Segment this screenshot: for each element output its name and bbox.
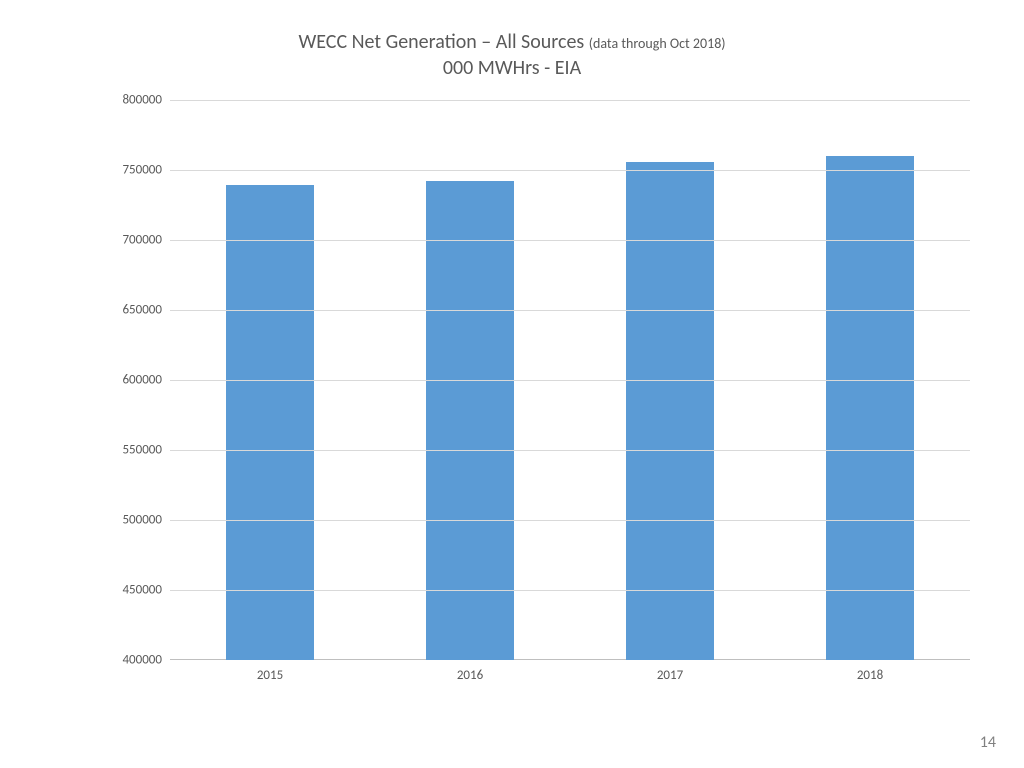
x-tick-label: 2017 [657, 668, 683, 683]
gridline [170, 310, 970, 311]
slide: WECC Net Generation – All Sources (data … [0, 0, 1024, 768]
y-tick-label: 750000 [107, 163, 162, 178]
bar [426, 181, 514, 660]
y-tick-label: 800000 [107, 93, 162, 108]
chart-title-block: WECC Net Generation – All Sources (data … [0, 0, 1024, 80]
chart-title-main: WECC Net Generation – All Sources [298, 30, 584, 54]
y-tick-label: 600000 [107, 373, 162, 388]
chart-subtitle: 000 MWHrs - EIA [0, 56, 1024, 80]
plot-area: 2015201620172018 [170, 100, 970, 660]
y-tick-label: 550000 [107, 443, 162, 458]
y-tick-label: 500000 [107, 513, 162, 528]
gridline [170, 450, 970, 451]
bar [226, 185, 314, 660]
x-tick-label: 2016 [457, 668, 483, 683]
gridline [170, 100, 970, 101]
bar [626, 162, 714, 660]
chart-title-line1: WECC Net Generation – All Sources (data … [0, 30, 1024, 54]
gridline [170, 590, 970, 591]
y-tick-label: 650000 [107, 303, 162, 318]
page-number: 14 [980, 733, 996, 752]
x-tick-label: 2015 [257, 668, 283, 683]
gridline [170, 170, 970, 171]
chart-title-paren: (data through Oct 2018) [589, 35, 726, 52]
gridline [170, 520, 970, 521]
y-tick-label: 700000 [107, 233, 162, 248]
bar [826, 156, 914, 660]
chart: 2015201620172018 40000045000050000055000… [110, 100, 970, 690]
x-tick-label: 2018 [857, 668, 883, 683]
gridline [170, 380, 970, 381]
gridline [170, 240, 970, 241]
y-tick-label: 400000 [107, 653, 162, 668]
y-tick-label: 450000 [107, 583, 162, 598]
